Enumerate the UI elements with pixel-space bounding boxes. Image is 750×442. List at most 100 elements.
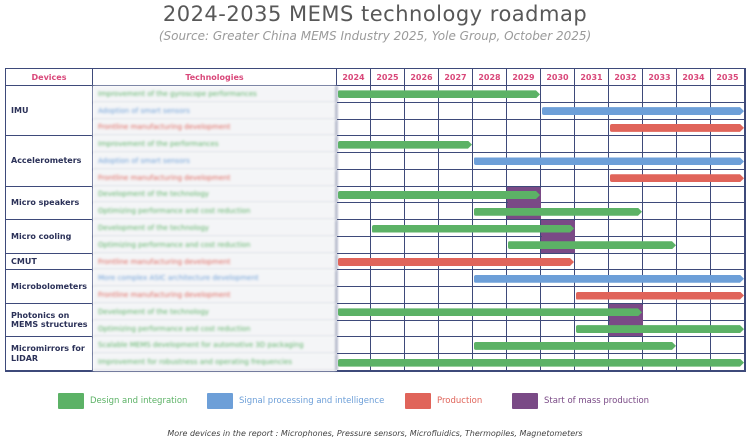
device-label: IMU — [6, 86, 93, 137]
grid-cell — [541, 86, 575, 103]
grid-cell — [609, 203, 643, 221]
grid-cell — [337, 320, 371, 338]
grid-cell — [541, 136, 575, 154]
legend-swatch — [512, 393, 538, 409]
roadmap-bar-signal — [542, 107, 744, 115]
grid-cell — [337, 337, 371, 355]
grid-cell — [711, 86, 745, 103]
grid-cell — [405, 320, 439, 338]
technology-label: Frontline manufacturing development — [93, 253, 337, 271]
device-label: Micro speakers — [6, 186, 93, 221]
grid-cell — [575, 169, 609, 187]
year-header: 2030 — [541, 69, 575, 86]
grid-cell — [439, 203, 473, 221]
grid-cell — [541, 253, 575, 271]
grid-cell — [371, 169, 405, 187]
grid-cell — [643, 86, 677, 103]
grid-cell — [507, 86, 541, 103]
roadmap-bar-production — [338, 258, 574, 266]
grid-cell — [337, 287, 371, 304]
legend-item-signal: Signal processing and intelligence — [207, 393, 384, 409]
grid-cell — [473, 102, 507, 120]
grid-cell — [473, 136, 507, 154]
grid-cell — [575, 186, 609, 204]
technology-label: More complex ASIC architecture developme… — [93, 270, 337, 288]
grid-cell — [405, 270, 439, 288]
technology-label: Frontline manufacturing development — [93, 119, 337, 137]
device-label: Photonics on MEMS structures — [6, 303, 93, 338]
legend-item-design: Design and integration — [58, 393, 187, 409]
year-header: 2028 — [473, 69, 507, 86]
grid-cell — [507, 169, 541, 187]
grid-cell — [711, 136, 745, 154]
grid-cell — [337, 270, 371, 288]
grid-cell — [371, 119, 405, 137]
legend-swatch — [405, 393, 431, 409]
legend-label: Production — [437, 396, 483, 406]
year-header: 2033 — [643, 69, 677, 86]
grid-cell — [609, 186, 643, 204]
grid-cell — [541, 320, 575, 338]
grid-cell — [439, 119, 473, 137]
grid-cell — [507, 119, 541, 137]
grid-cell — [711, 320, 745, 338]
grid-cell — [643, 236, 677, 254]
grid-cell — [439, 236, 473, 254]
roadmap-bar-signal — [474, 157, 744, 165]
roadmap-grid: Devices Technologies 2024 2025 2026 2027 2028 2… — [5, 68, 746, 372]
grid-cell — [473, 119, 507, 137]
legend-swatch — [207, 393, 233, 409]
technology-label: Improvement of the performances — [93, 136, 337, 154]
technology-label: Frontline manufacturing development — [93, 287, 337, 304]
grid-cell — [677, 220, 711, 237]
grid-cell — [405, 102, 439, 120]
grid-cell — [643, 337, 677, 355]
technology-label: Scalable MEMS development for automotive… — [93, 337, 337, 355]
grid-cell — [677, 86, 711, 103]
grid-cell — [575, 86, 609, 103]
grid-cell — [371, 337, 405, 355]
grid-cell — [575, 253, 609, 271]
footnote: More devices in the report : Microphones… — [167, 429, 583, 438]
grid-cell — [371, 102, 405, 120]
grid-cell — [609, 253, 643, 271]
grid-cell — [711, 169, 745, 187]
roadmap-bar-production — [610, 124, 744, 132]
device-label: Accelerometers — [6, 136, 93, 187]
roadmap-bar-design — [338, 141, 472, 149]
grid-cell — [677, 253, 711, 271]
technologies-header: Technologies — [93, 69, 337, 86]
grid-cell — [677, 186, 711, 204]
technology-label: Development of the technology — [93, 220, 337, 237]
grid-cell — [371, 236, 405, 254]
grid-cell — [405, 337, 439, 355]
grid-cell — [337, 102, 371, 120]
grid-cell — [575, 136, 609, 154]
grid-cell — [711, 270, 745, 288]
grid-cell — [711, 203, 745, 221]
year-header: 2027 — [439, 69, 473, 86]
grid-cell — [609, 220, 643, 237]
grid-cell — [711, 253, 745, 271]
grid-cell — [405, 236, 439, 254]
grid-cell — [541, 169, 575, 187]
year-header: 2024 — [337, 69, 371, 86]
grid-cell — [337, 236, 371, 254]
technology-label: Optimizing performance and cost reductio… — [93, 236, 337, 254]
devices-header: Devices — [6, 69, 93, 86]
legend-item-mass: Start of mass production — [512, 393, 649, 409]
roadmap-bar-design — [508, 241, 676, 249]
roadmap-bar-production — [610, 174, 744, 182]
year-header: 2025 — [371, 69, 405, 86]
grid-cell — [507, 102, 541, 120]
grid-cell — [711, 220, 745, 237]
device-label: Micro cooling — [6, 220, 93, 254]
grid-cell — [677, 136, 711, 154]
roadmap-bar-design — [338, 191, 540, 199]
legend-label: Signal processing and intelligence — [239, 396, 385, 406]
year-header: 2035 — [711, 69, 745, 86]
grid-cell — [371, 287, 405, 304]
grid-cell — [711, 303, 745, 321]
legend-swatch — [58, 393, 84, 409]
roadmap-bar-design — [474, 208, 642, 216]
